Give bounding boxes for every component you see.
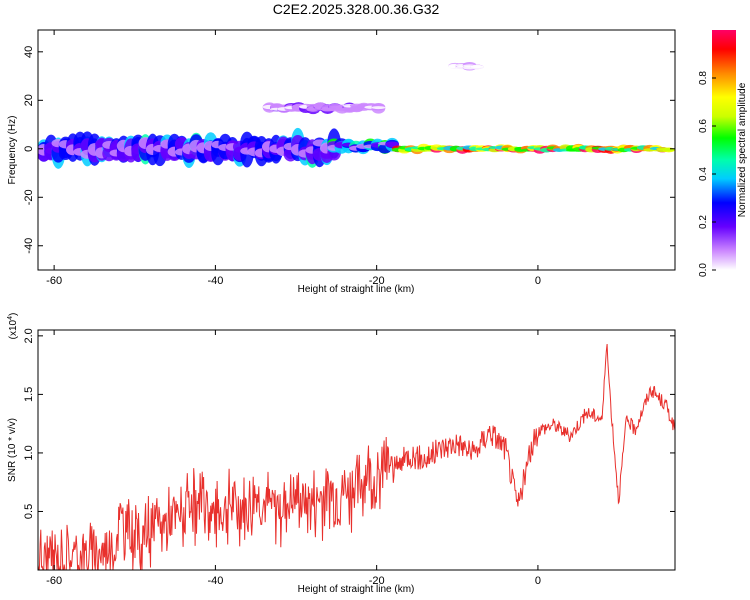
x-tick-label: 0 (535, 275, 541, 287)
colorbar-tick-label: 0.6 (698, 119, 709, 133)
snr-panel: -60 -40 -20 0 0.5 1.0 1.5 2.0 Height of straig… (7, 313, 676, 595)
x-tick-label: -20 (369, 575, 385, 587)
x-tick-label: -40 (207, 275, 223, 287)
x-tick-label: -40 (207, 575, 223, 587)
spectrogram-heatmap (38, 62, 675, 169)
x-tick-label: 0 (535, 575, 541, 587)
snr-y-ticks: 0.5 1.0 1.5 2.0 (23, 328, 675, 519)
spectrogram-y-axis-label: Frequency (Hz) (7, 116, 18, 185)
spectrogram-y-ticks: -40 -20 0 20 40 (23, 46, 675, 254)
figure-title: C2E2.2025.328.00.36.G32 (273, 1, 440, 17)
snr-x-axis-label: Height of straight line (km) (298, 584, 415, 595)
y-tick-label: 1.5 (23, 387, 35, 402)
x-tick-label: -20 (369, 275, 385, 287)
snr-frame (37, 329, 676, 571)
colorbar-ticks: 0.0 0.2 0.4 0.6 0.8 (698, 71, 716, 277)
y-tick-label: -40 (23, 238, 35, 254)
colorbar-tick-label: 0.0 (698, 263, 709, 277)
spectrogram-x-ticks: -60 -40 -20 0 (46, 30, 541, 287)
x-tick-label: -60 (46, 575, 62, 587)
colorbar-tick-label: 0.2 (698, 215, 709, 229)
spectrogram-frame (37, 29, 676, 271)
spectrogram-cell (371, 106, 386, 110)
colorbar-tick-label: 0.4 (698, 167, 709, 181)
y-tick-label: 20 (23, 94, 35, 106)
y-tick-label: 2.0 (23, 328, 35, 343)
colorbar-label: Normalized spectral amplitude (737, 82, 748, 217)
snr-x-ticks: -60 -40 -20 0 (46, 330, 541, 587)
snr-series-line (38, 343, 675, 570)
x-tick-label: -60 (46, 275, 62, 287)
spectrogram-cell (469, 65, 484, 69)
y-tick-label: -20 (23, 189, 35, 205)
snr-y-multiplier: (x104) (7, 313, 19, 340)
y-tick-label: 0 (23, 146, 35, 152)
y-tick-label: 40 (23, 46, 35, 58)
spectrogram-panel: -60 -40 -20 0 -40 -20 0 20 40 Height of straigh… (7, 29, 676, 295)
colorbar: 0.0 0.2 0.4 0.6 0.8 Normalized spectral ampl… (698, 30, 748, 277)
colorbar-gradient (712, 30, 736, 270)
y-tick-label: 0.5 (23, 504, 35, 519)
spectrogram-x-axis-label: Height of straight line (km) (298, 284, 415, 295)
snr-y-axis-label: SNR (10 * v/v) (7, 418, 18, 482)
colorbar-tick-label: 0.8 (698, 71, 709, 85)
y-tick-label: 1.0 (23, 445, 35, 460)
